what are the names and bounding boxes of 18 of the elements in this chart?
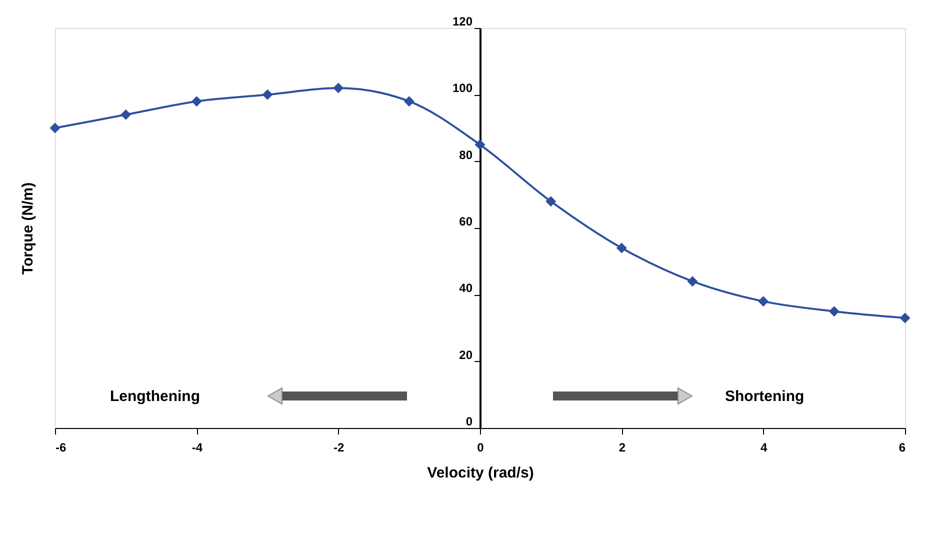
y-tick-label: 40 (459, 281, 473, 296)
x-tick-label: -6 (56, 440, 66, 454)
y-tick-label: 20 (459, 348, 473, 362)
y-axis-title: Torque (N/m) (20, 182, 36, 275)
y-tick-label: 120 (452, 14, 473, 28)
x-tick-label: 6 (898, 440, 906, 454)
x-tick-label: -2 (333, 440, 344, 454)
y-tick-label: 100 (452, 81, 473, 96)
y-tick-label: 80 (459, 148, 473, 162)
x-tick-label: -4 (192, 440, 203, 454)
x-tick-label: 0 (477, 440, 484, 454)
y-tick-label: 0 (466, 414, 473, 428)
x-axis-title: Velocity (rad/s) (427, 464, 534, 482)
annotation: Lengthening (110, 388, 200, 405)
x-tick-label: 2 (618, 440, 626, 454)
annotation: Shortening (725, 388, 804, 405)
y-tick-label: 60 (459, 214, 473, 228)
x-tick-label: 4 (760, 440, 768, 454)
